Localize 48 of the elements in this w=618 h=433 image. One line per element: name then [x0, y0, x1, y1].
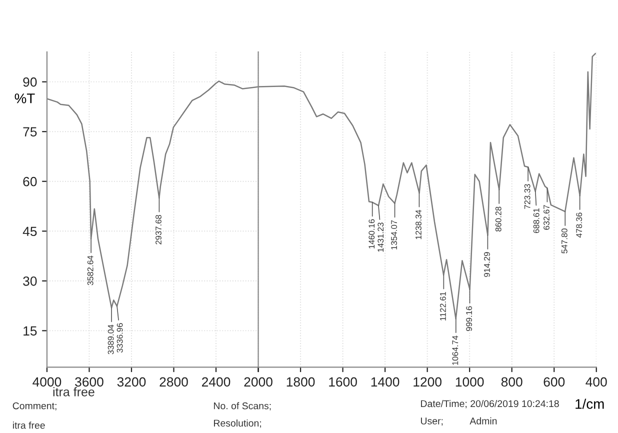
- text: itra free: [13, 422, 45, 429]
- annotation: 547.80: [561, 228, 568, 254]
- annotation: 3389.04: [108, 324, 114, 354]
- y-tick-label: 75: [23, 127, 37, 137]
- annotation: 632.67: [544, 205, 550, 230]
- y-tick-label: 45: [22, 226, 37, 236]
- y-axis-title: %T: [14, 94, 35, 104]
- text: Resolution;: [214, 419, 261, 428]
- annotation: 688.61: [533, 208, 540, 234]
- x-tick-label: 1000: [456, 377, 484, 387]
- annotation: 723.33: [524, 184, 530, 209]
- x-axis-title: 1/cm: [576, 398, 604, 409]
- annotation: 1460.16: [368, 219, 375, 248]
- x-tick-label: 1600: [329, 377, 357, 387]
- annotation: 1431.23: [378, 222, 384, 252]
- annotation: 3582.64: [87, 256, 94, 286]
- text: itra free: [53, 387, 94, 396]
- x-tick-label: 2000: [244, 377, 272, 387]
- y-tick-label: 15: [24, 326, 37, 336]
- text: User;: [420, 418, 443, 426]
- text: No. of Scans;: [214, 402, 271, 410]
- x-tick-label: 600: [544, 377, 565, 387]
- y-tick-label: 30: [23, 276, 37, 286]
- x-tick-label: 400: [586, 377, 607, 387]
- annotation: 1238.34: [416, 210, 422, 240]
- annotation: 2937.68: [156, 214, 162, 244]
- y-tick-label: 90: [23, 77, 37, 87]
- annotation: 478.36: [576, 212, 582, 238]
- annotation: 3336.96: [116, 323, 123, 353]
- x-tick-label: 2400: [202, 377, 230, 387]
- annotation: 999.16: [466, 306, 472, 331]
- y-tick-label: 60: [23, 176, 37, 186]
- text: Comment;: [12, 402, 56, 410]
- x-tick-label: 2800: [160, 377, 188, 387]
- x-tick-label: 1800: [286, 377, 315, 387]
- annotation: 914.29: [484, 252, 490, 277]
- x-tick-label: 3600: [75, 377, 104, 387]
- x-tick-label: 1200: [414, 377, 442, 387]
- annotation: 1354.07: [391, 220, 398, 250]
- annotation: 860.28: [495, 206, 502, 232]
- annotation: 1064.74: [452, 336, 458, 365]
- x-tick-label: 3200: [117, 377, 146, 387]
- x-tick-label: 4000: [32, 377, 62, 387]
- x-tick-label: 1400: [371, 377, 400, 387]
- annotation: 1122.61: [440, 292, 446, 320]
- text: Date/Time; 20/06/2019 10:24:18: [421, 400, 559, 408]
- text: Admin: [470, 417, 497, 424]
- x-tick-label: 800: [501, 377, 522, 387]
